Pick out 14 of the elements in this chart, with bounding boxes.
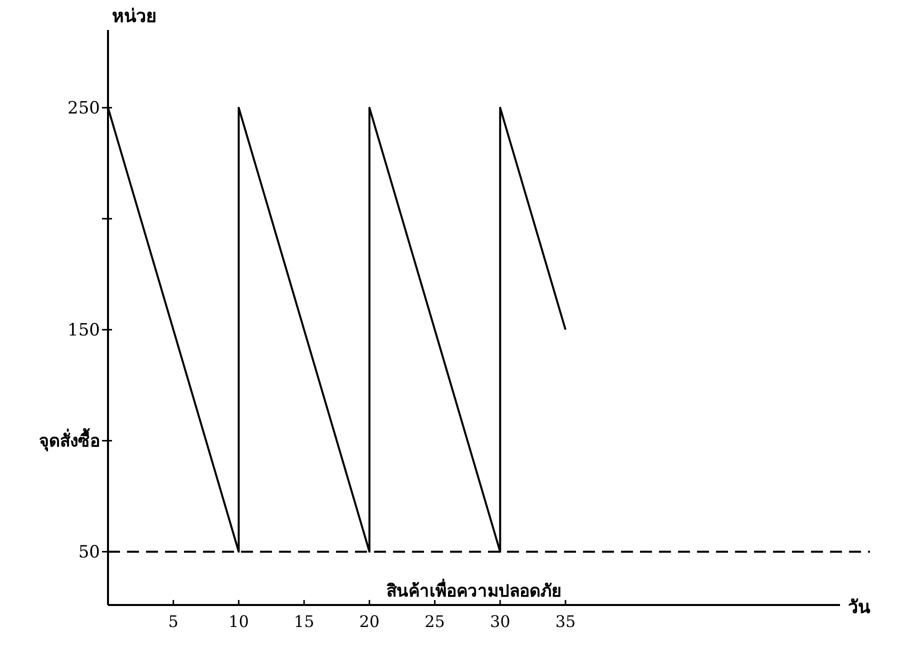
x-tick-label: 10 (228, 612, 249, 631)
y-tick-label: 50 (78, 542, 100, 563)
x-tick-label: 5 (168, 612, 178, 631)
x-tick-label: 25 (424, 612, 445, 631)
x-tick-label: 35 (555, 612, 576, 631)
y-tick-label: 150 (68, 320, 100, 341)
x-tick-label: 20 (359, 612, 380, 631)
x-tick-label: 15 (294, 612, 314, 631)
y-tick-label: 250 (68, 98, 100, 119)
ref-line-label: สินค้าเพื่อความปลอดภัย (386, 578, 562, 602)
y-tick-label: จุดสั่งซื้อ (39, 428, 100, 452)
x-axis-title: วัน (848, 597, 871, 618)
x-tick-label: 30 (490, 612, 510, 631)
y-axis-title: หน่วย (112, 6, 157, 27)
